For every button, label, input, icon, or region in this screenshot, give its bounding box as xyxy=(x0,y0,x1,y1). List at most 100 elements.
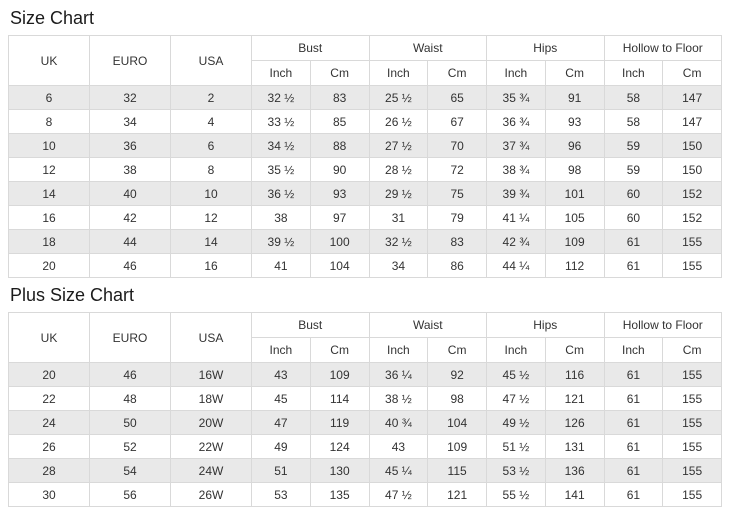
table-cell: 155 xyxy=(662,362,722,387)
table-cell: 58 xyxy=(603,109,664,134)
table-cell: 51 xyxy=(251,458,311,483)
table-cell: 43 xyxy=(251,362,311,387)
table-cell: 38 xyxy=(89,157,171,182)
column-header: EURO xyxy=(89,35,171,86)
unit-header: Cm xyxy=(309,60,370,86)
table-cell: 38 ¾ xyxy=(486,157,546,182)
table-cell: 67 xyxy=(427,109,487,134)
table-cell: 61 xyxy=(603,253,664,278)
table-cell: 65 xyxy=(427,85,487,110)
table-cell: 88 xyxy=(309,133,370,158)
unit-header: Cm xyxy=(544,60,605,86)
unit-header: Inch xyxy=(251,337,311,363)
table-cell: 155 xyxy=(662,482,722,507)
column-header: USA xyxy=(170,35,252,86)
table-row: 28 54 24W 51 130 45 ¼ 115 53 ½ 136 61 155 xyxy=(8,458,722,483)
table-cell: 36 xyxy=(89,133,171,158)
table-cell: 109 xyxy=(427,434,487,459)
size-chart-section: Size Chart UK EURO USA Bust Waist Hips Hollow … xyxy=(8,8,722,278)
table-cell: 48 xyxy=(89,386,171,411)
table-cell: 44 xyxy=(89,229,171,254)
table-cell: 124 xyxy=(309,434,370,459)
table-cell: 59 xyxy=(603,157,664,182)
header-row-groups: UK EURO USA Bust Waist Hips Hollow to Floor xyxy=(8,312,722,363)
table-cell: 91 xyxy=(544,85,605,110)
table-cell: 26 ½ xyxy=(368,109,429,134)
table-cell: 98 xyxy=(427,386,487,411)
table-cell: 155 xyxy=(662,386,722,411)
table-cell: 147 xyxy=(662,109,722,134)
size-table: UK EURO USA Bust Waist Hips Hollow to Floor Inc… xyxy=(8,35,722,278)
table-cell: 20 xyxy=(8,253,90,278)
table-cell: 109 xyxy=(544,229,605,254)
table-cell: 18W xyxy=(170,386,252,411)
table-cell: 114 xyxy=(309,386,370,411)
size-chart-table-host: UK EURO USA Bust Waist Hips Hollow to Floor Inc… xyxy=(8,35,722,278)
table-cell: 43 xyxy=(368,434,429,459)
table-cell: 47 ½ xyxy=(486,386,546,411)
table-cell: 121 xyxy=(427,482,487,507)
table-cell: 16W xyxy=(170,362,252,387)
table-cell: 41 ¼ xyxy=(486,205,546,230)
table-cell: 53 ½ xyxy=(486,458,546,483)
table-cell: 135 xyxy=(309,482,370,507)
table-cell: 39 ¾ xyxy=(486,181,546,206)
table-cell: 61 xyxy=(603,434,664,459)
table-cell: 34 xyxy=(89,109,171,134)
column-group-header: Bust xyxy=(251,35,370,61)
table-cell: 25 ½ xyxy=(368,85,429,110)
column-header: USA xyxy=(170,312,252,363)
table-cell: 6 xyxy=(170,133,252,158)
table-cell: 33 ½ xyxy=(251,109,311,134)
column-group-header: Bust xyxy=(251,312,370,338)
table-cell: 104 xyxy=(427,410,487,435)
table-cell: 29 ½ xyxy=(368,181,429,206)
table-cell: 150 xyxy=(662,133,722,158)
unit-header: Cm xyxy=(662,60,722,86)
column-group-header: Hollow to Floor xyxy=(603,312,722,338)
table-cell: 32 ½ xyxy=(368,229,429,254)
table-cell: 136 xyxy=(544,458,605,483)
column-header: EURO xyxy=(89,312,171,363)
unit-header: Inch xyxy=(368,337,429,363)
table-cell: 56 xyxy=(89,482,171,507)
table-row: 26 52 22W 49 124 43 109 51 ½ 131 61 155 xyxy=(8,434,722,459)
unit-header: Inch xyxy=(486,337,546,363)
table-header: UK EURO USA Bust Waist Hips Hollow to Floor Inc… xyxy=(8,312,722,363)
plus-size-chart-title: Plus Size Chart xyxy=(10,285,135,305)
table-cell: 32 ½ xyxy=(251,85,311,110)
table-cell: 86 xyxy=(427,253,487,278)
table-row: 14 40 10 36 ½ 93 29 ½ 75 39 ¾ 101 60 152 xyxy=(8,181,722,206)
table-cell: 155 xyxy=(662,410,722,435)
table-cell: 52 xyxy=(89,434,171,459)
table-cell: 36 ¼ xyxy=(368,362,429,387)
table-cell: 22 xyxy=(8,386,90,411)
table-cell: 18 xyxy=(8,229,90,254)
table-cell: 35 ½ xyxy=(251,157,311,182)
table-row: 20 46 16W 43 109 36 ¼ 92 45 ½ 116 61 155 xyxy=(8,362,722,387)
table-row: 12 38 8 35 ½ 90 28 ½ 72 38 ¾ 98 59 150 xyxy=(8,157,722,182)
table-cell: 60 xyxy=(603,181,664,206)
table-cell: 45 xyxy=(251,386,311,411)
table-cell: 97 xyxy=(309,205,370,230)
table-cell: 32 xyxy=(89,85,171,110)
table-cell: 24 xyxy=(8,410,90,435)
unit-header: Inch xyxy=(368,60,429,86)
table-cell: 10 xyxy=(170,181,252,206)
table-cell: 38 xyxy=(251,205,311,230)
table-cell: 79 xyxy=(427,205,487,230)
table-cell: 152 xyxy=(662,181,722,206)
table-cell: 49 xyxy=(251,434,311,459)
table-cell: 46 xyxy=(89,362,171,387)
table-cell: 50 xyxy=(89,410,171,435)
table-cell: 28 xyxy=(8,458,90,483)
header-row-units: Inch Cm Inch Cm Inch Cm Inch Cm xyxy=(9,337,722,363)
table-cell: 61 xyxy=(603,458,664,483)
table-cell: 40 xyxy=(89,181,171,206)
table-cell: 20W xyxy=(170,410,252,435)
table-cell: 35 ¾ xyxy=(486,85,546,110)
table-cell: 104 xyxy=(309,253,370,278)
table-row: 16 42 12 38 97 31 79 41 ¼ 105 60 152 xyxy=(8,205,722,230)
table-cell: 85 xyxy=(309,109,370,134)
table-row: 30 56 26W 53 135 47 ½ 121 55 ½ 141 61 155 xyxy=(8,482,722,507)
